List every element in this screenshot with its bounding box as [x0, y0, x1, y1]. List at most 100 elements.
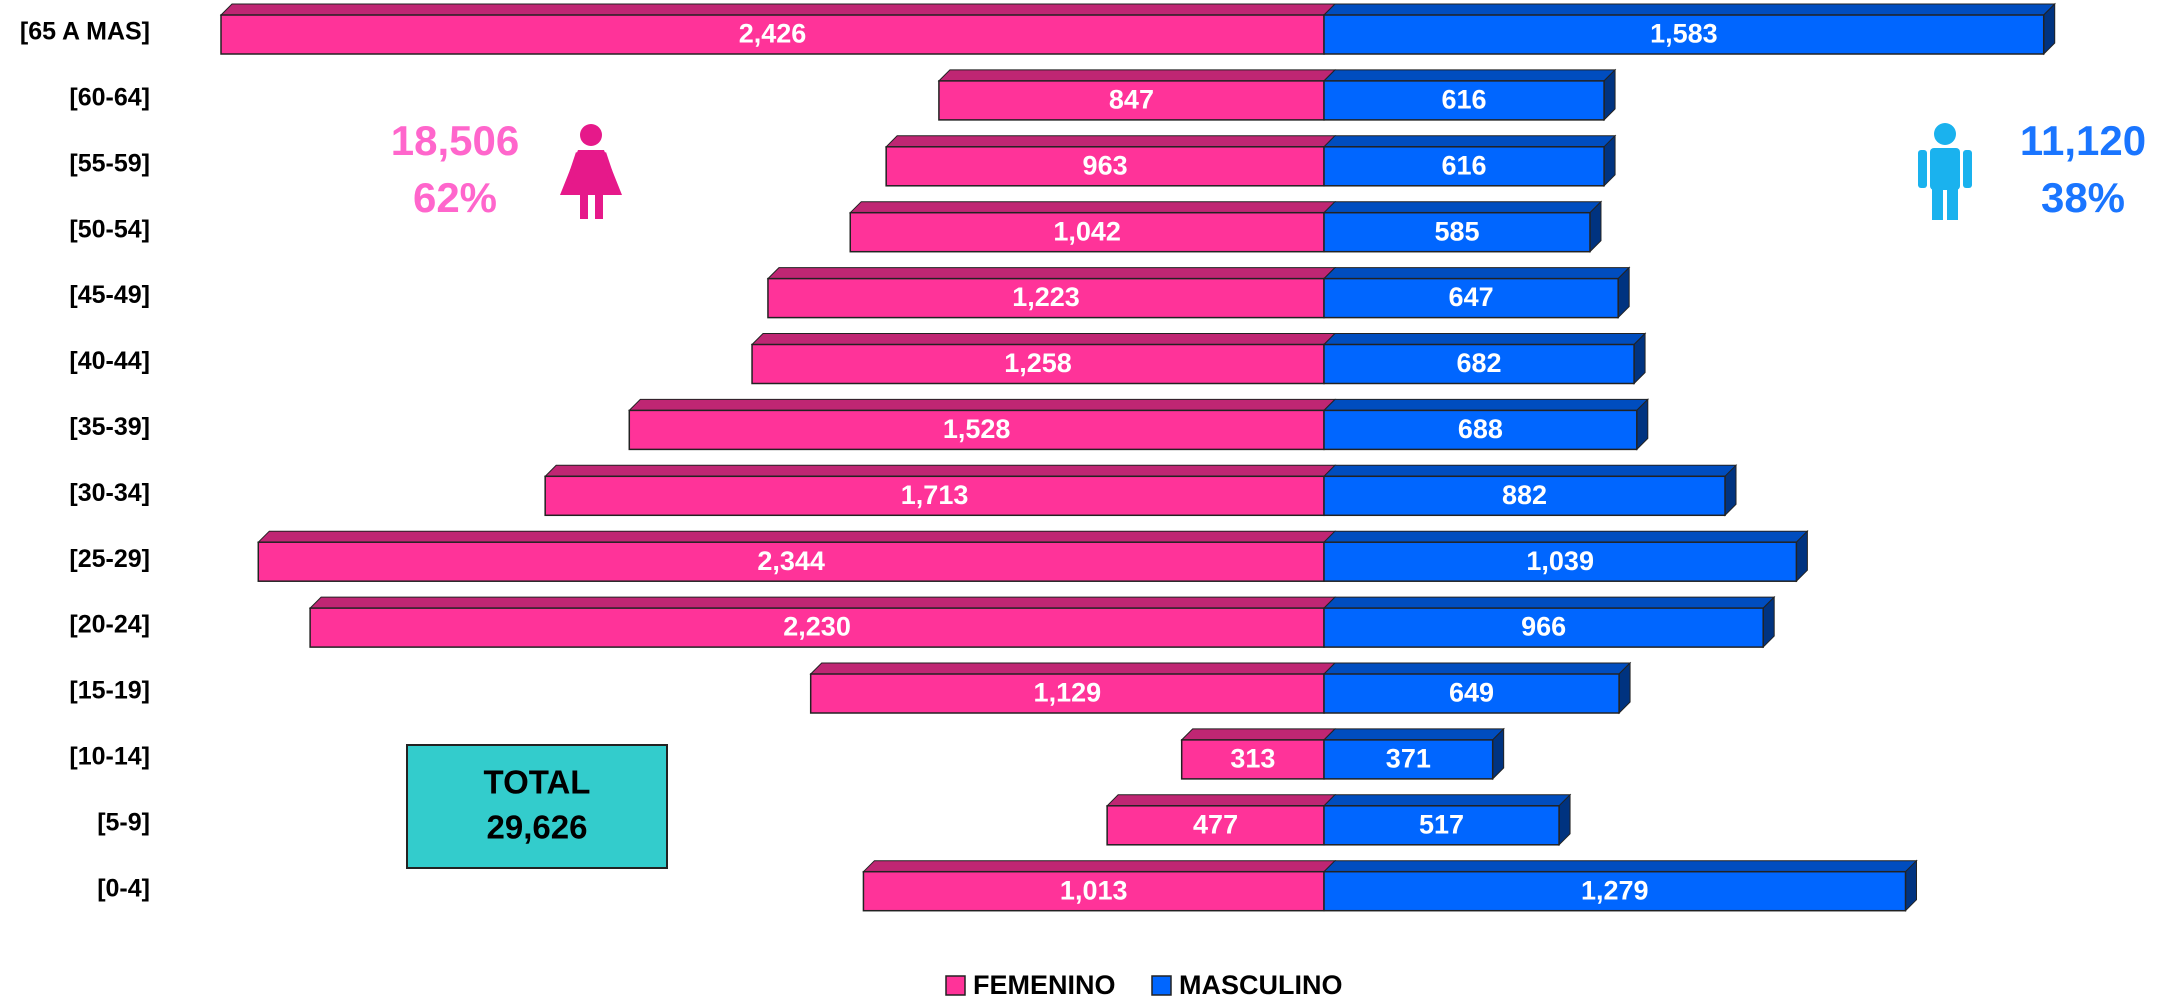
y-tick-label: [30-34]	[69, 479, 150, 507]
value-label: 1,528	[943, 414, 1011, 444]
value-label: 963	[1083, 150, 1128, 180]
bar-top	[862, 860, 1337, 873]
value-label: 1,279	[1581, 875, 1649, 905]
value-label: 1,129	[1034, 678, 1102, 708]
bar	[1323, 146, 1605, 187]
total-title: TOTAL	[484, 764, 591, 801]
bar-top	[257, 530, 1337, 543]
male-icon	[1918, 123, 1972, 220]
y-tick-label: [55-59]	[69, 149, 150, 177]
bar	[849, 211, 1325, 253]
bar	[1323, 475, 1726, 517]
bar	[1323, 14, 2045, 55]
legend-swatch	[1151, 975, 1172, 996]
bar-top	[884, 135, 1337, 148]
bar	[1180, 739, 1325, 780]
bar-top	[219, 3, 1337, 16]
bar-top	[1105, 794, 1337, 807]
value-label: 313	[1230, 744, 1275, 774]
bar	[1323, 805, 1560, 846]
bar-top	[1180, 728, 1337, 741]
y-tick-label: [65 A MAS]	[20, 18, 150, 46]
bar-top	[1322, 135, 1617, 148]
y-tick-label: [60-64]	[69, 84, 150, 112]
bar	[1323, 870, 1907, 912]
bar-top	[1322, 794, 1572, 807]
male-total: 11,120	[2020, 117, 2146, 164]
value-label: 847	[1109, 85, 1154, 115]
y-tick-label: [10-14]	[69, 743, 150, 771]
value-label: 647	[1449, 282, 1494, 312]
value-label: 882	[1502, 480, 1547, 510]
bar	[809, 673, 1325, 714]
bar	[1323, 80, 1605, 121]
y-tick-label: [50-54]	[69, 215, 150, 243]
bar-top	[543, 464, 1337, 477]
bar-top	[849, 201, 1337, 214]
bar	[1323, 409, 1638, 451]
value-label: 1,042	[1053, 216, 1121, 246]
bar	[1323, 607, 1764, 648]
value-label: 585	[1434, 216, 1479, 246]
total-value: 29,626	[487, 809, 588, 846]
bar-top	[1322, 728, 1505, 741]
value-label: 477	[1193, 809, 1238, 839]
value-label: 1,583	[1650, 19, 1718, 49]
bar-top	[809, 662, 1337, 675]
value-label: 682	[1457, 348, 1502, 378]
bar	[1323, 277, 1619, 319]
bar-top	[1322, 267, 1631, 280]
male-share: 38%	[2041, 174, 2125, 221]
bar	[862, 870, 1325, 912]
value-label: 2,426	[739, 19, 807, 49]
value-label: 371	[1386, 744, 1431, 774]
y-tick-label: [0-4]	[97, 874, 150, 902]
value-label: 2,344	[757, 546, 825, 576]
bar-top	[1322, 201, 1603, 214]
bar	[1323, 541, 1798, 582]
bar-top	[628, 398, 1337, 411]
female-share: 62%	[413, 174, 497, 221]
female-total: 18,506	[391, 117, 519, 164]
bar-top	[1322, 596, 1776, 609]
bar	[1323, 673, 1620, 714]
value-label: 649	[1449, 678, 1494, 708]
y-tick-label: [35-39]	[69, 413, 150, 441]
value-label: 1,258	[1004, 348, 1072, 378]
bar	[1323, 343, 1635, 385]
value-label: 616	[1442, 85, 1487, 115]
bar-top	[308, 596, 1337, 609]
bar	[628, 409, 1325, 451]
bar-top	[766, 267, 1337, 280]
value-label: 966	[1521, 612, 1566, 642]
legend-label: FEMENINO	[973, 970, 1116, 1000]
bar-top	[937, 69, 1337, 82]
bar	[544, 475, 1325, 517]
legend-label: MASCULINO	[1179, 970, 1343, 1000]
bar-top	[1322, 398, 1650, 411]
bar-top	[1322, 662, 1632, 675]
female-icon	[560, 124, 622, 219]
legend-swatch	[945, 975, 966, 996]
y-tick-label: [45-49]	[69, 281, 150, 309]
bar	[257, 541, 1325, 582]
value-label: 1,223	[1012, 282, 1080, 312]
bar	[1323, 211, 1591, 253]
bar-top	[1322, 530, 1809, 543]
value-label: 1,039	[1526, 546, 1594, 576]
y-tick-label: [5-9]	[97, 808, 150, 836]
total-box	[406, 744, 668, 869]
bar	[1106, 805, 1325, 846]
y-tick-label: [40-44]	[69, 347, 150, 375]
bar	[767, 277, 1325, 319]
bar-top	[750, 333, 1337, 345]
bar	[1323, 739, 1494, 780]
value-label: 517	[1419, 809, 1464, 839]
bar	[885, 146, 1325, 187]
bar	[220, 14, 1325, 55]
bar-top	[1322, 464, 1738, 477]
value-label: 616	[1442, 150, 1487, 180]
y-tick-label: [15-19]	[69, 677, 150, 705]
bar-top	[1322, 860, 1918, 873]
